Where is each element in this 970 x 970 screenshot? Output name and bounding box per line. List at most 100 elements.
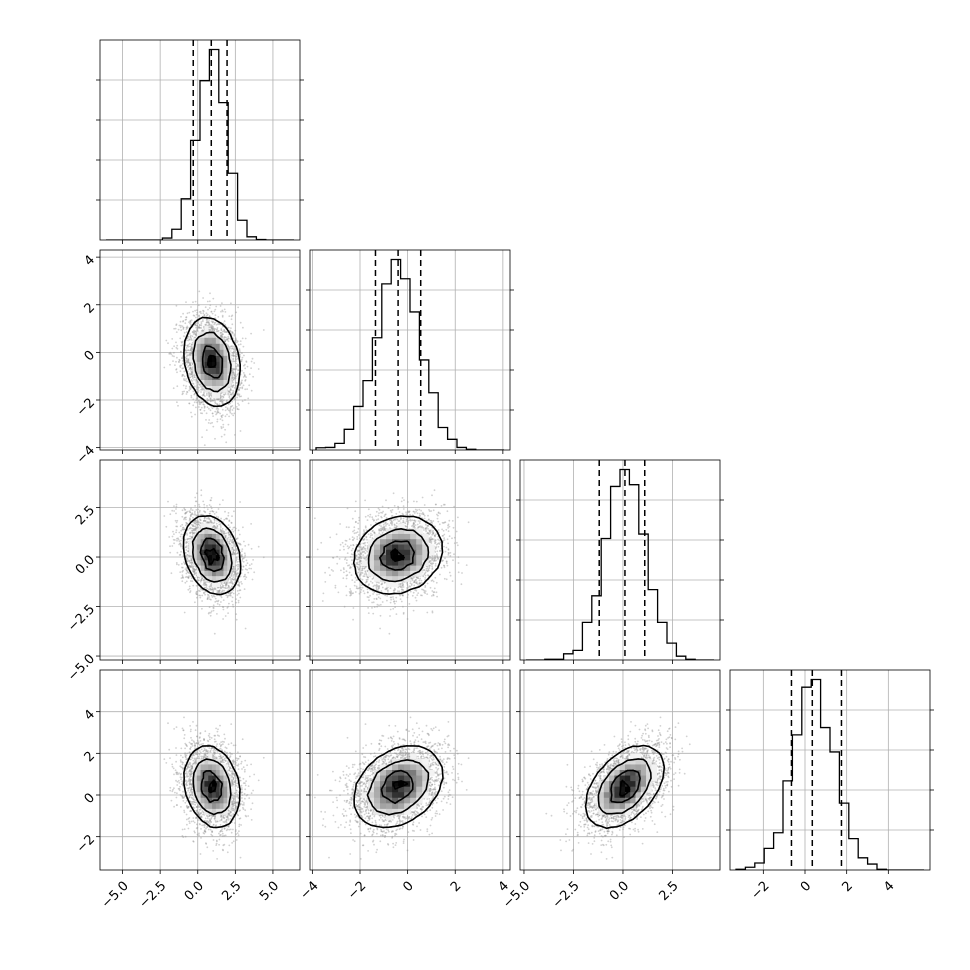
sample-point	[234, 529, 237, 532]
sample-point	[188, 385, 191, 388]
sample-point	[217, 323, 219, 326]
sample-point	[214, 321, 217, 324]
sample-point	[229, 388, 232, 391]
sample-point	[196, 396, 199, 399]
sample-point	[183, 508, 186, 511]
sample-point	[219, 526, 222, 529]
sample-point	[220, 427, 223, 430]
sample-point	[223, 330, 226, 333]
sample-point	[208, 512, 211, 515]
sample-point	[242, 326, 244, 329]
sample-point	[201, 577, 204, 580]
sample-point	[188, 352, 191, 355]
sample-point	[175, 360, 177, 363]
sample-point	[226, 339, 229, 341]
sample-point	[202, 309, 204, 312]
sample-point	[215, 328, 218, 331]
sample-point	[196, 492, 198, 495]
sample-point	[195, 316, 197, 319]
sample-point	[205, 321, 208, 324]
sample-point	[191, 373, 193, 375]
sample-point	[211, 327, 214, 329]
sample-point	[179, 337, 182, 340]
sample-point	[188, 362, 191, 364]
sample-point	[211, 328, 213, 330]
sample-point	[236, 408, 239, 410]
density-cell	[215, 331, 221, 339]
sample-point	[244, 578, 247, 580]
sample-point	[180, 544, 182, 547]
sample-point	[234, 572, 237, 575]
sample-point	[185, 318, 188, 321]
sample-point	[206, 406, 209, 409]
sample-point	[210, 327, 213, 330]
sample-point	[176, 347, 179, 350]
density-cell	[219, 373, 224, 381]
sample-point	[213, 595, 216, 598]
sample-point	[192, 330, 194, 333]
sample-point	[221, 302, 223, 304]
sample-point	[223, 336, 226, 339]
sample-point	[208, 307, 211, 309]
sample-point	[204, 586, 206, 589]
sample-point	[234, 373, 236, 376]
sample-point	[236, 353, 238, 356]
sample-point	[232, 371, 235, 374]
sample-point	[209, 499, 212, 502]
sample-point	[184, 581, 187, 584]
sample-point	[220, 415, 223, 417]
sample-point	[198, 403, 201, 406]
sample-point	[211, 521, 214, 524]
sample-point	[185, 316, 188, 319]
sample-point	[214, 410, 217, 413]
sample-point	[235, 375, 238, 378]
sample-point	[233, 368, 235, 371]
sample-point	[224, 340, 227, 343]
sample-point	[185, 549, 188, 551]
sample-point	[246, 388, 249, 390]
sample-point	[237, 373, 240, 375]
sample-point	[244, 337, 247, 340]
sample-point	[189, 373, 192, 375]
sample-point	[187, 358, 190, 361]
sample-point	[218, 503, 221, 506]
histogram-panel-2	[306, 249, 514, 454]
sample-point	[238, 388, 241, 391]
sample-point	[232, 354, 235, 357]
sample-point	[220, 336, 223, 339]
sample-point	[207, 392, 210, 395]
sample-point	[229, 411, 232, 414]
sample-point	[187, 349, 190, 352]
sample-point	[226, 399, 228, 402]
sample-point	[193, 374, 196, 376]
sample-point	[228, 386, 230, 389]
sample-point	[229, 391, 232, 394]
sample-point	[179, 571, 182, 573]
sample-point	[201, 320, 204, 323]
sample-point	[187, 576, 190, 579]
sample-point	[185, 380, 188, 383]
sample-point	[185, 355, 188, 358]
sample-point	[185, 357, 188, 360]
sample-point	[212, 400, 214, 402]
density-contour	[206, 354, 217, 368]
sample-point	[216, 330, 219, 332]
sample-point	[219, 323, 221, 326]
sample-point	[236, 575, 239, 578]
sample-point	[215, 323, 218, 326]
sample-point	[181, 359, 184, 362]
sample-point	[203, 584, 206, 587]
sample-point	[193, 401, 196, 404]
sample-point	[181, 574, 184, 577]
sample-point	[231, 323, 234, 326]
sample-point	[238, 589, 241, 592]
sample-point	[203, 517, 206, 519]
sample-point	[221, 398, 224, 401]
sample-point	[228, 576, 231, 579]
sample-point	[194, 324, 197, 327]
sample-point	[223, 329, 225, 331]
sample-point	[229, 402, 232, 405]
density-cell	[215, 343, 221, 351]
sample-point	[252, 559, 255, 561]
sample-point	[180, 315, 182, 318]
